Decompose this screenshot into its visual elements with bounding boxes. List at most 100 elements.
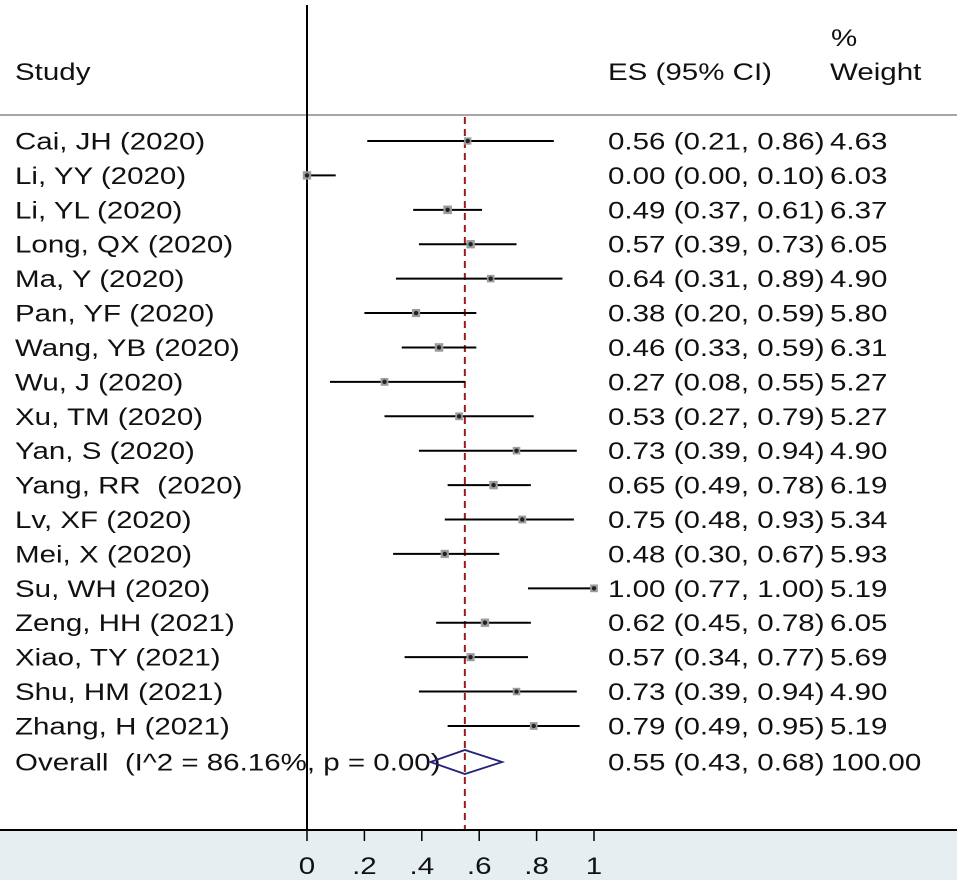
study-row: Xiao, TY (2021) 0.57 (0.34, 0.77) 5.69 xyxy=(15,644,887,671)
study-label: Yang, RR (2020) xyxy=(15,472,242,499)
weight-label: 4.90 xyxy=(830,266,887,293)
weight-label: 6.03 xyxy=(830,162,887,189)
es-marker-point xyxy=(514,689,519,694)
study-label: Long, QX (2020) xyxy=(15,231,233,258)
es-ci-label: 0.48 (0.30, 0.67) xyxy=(608,541,825,568)
study-row: Shu, HM (2021) 0.73 (0.39, 0.94) 4.90 xyxy=(15,679,887,706)
x-tick-label: 0 xyxy=(299,853,315,880)
overall-label: Overall (I^2 = 86.16%, p = 0.00) xyxy=(15,749,441,776)
es-marker-point xyxy=(520,517,525,522)
es-marker-point xyxy=(468,242,473,247)
header-study: Study xyxy=(15,59,91,86)
weight-label: 5.27 xyxy=(830,403,887,430)
es-marker-point xyxy=(482,620,488,625)
study-row: Ma, Y (2020) 0.64 (0.31, 0.89) 4.90 xyxy=(15,266,887,293)
weight-label: 5.80 xyxy=(830,300,887,327)
study-row: Yang, RR (2020) 0.65 (0.49, 0.78) 6.19 xyxy=(15,472,887,499)
es-ci-label: 0.56 (0.21, 0.86) xyxy=(608,128,825,155)
weight-label: 4.90 xyxy=(830,679,887,706)
x-axis: 0 .2 .4 .6 .8 1 xyxy=(0,829,957,880)
es-marker-point xyxy=(304,173,310,178)
es-ci-label: 0.46 (0.33, 0.59) xyxy=(608,335,825,362)
study-row: Wang, YB (2020) 0.46 (0.33, 0.59) 6.31 xyxy=(15,335,887,362)
study-label: Wang, YB (2020) xyxy=(15,335,240,362)
weight-label: 5.93 xyxy=(830,541,887,568)
study-row: Pan, YF (2020) 0.38 (0.20, 0.59) 5.80 xyxy=(15,300,887,327)
study-row: Yan, S (2020) 0.73 (0.39, 0.94) 4.90 xyxy=(15,438,887,465)
weight-label: 5.19 xyxy=(830,575,887,602)
study-label: Yan, S (2020) xyxy=(15,438,195,465)
study-label: Wu, J (2020) xyxy=(15,369,183,396)
study-label: Zeng, HH (2021) xyxy=(15,610,235,637)
study-label: Xiao, TY (2021) xyxy=(15,644,221,671)
es-ci-label: 0.27 (0.08, 0.55) xyxy=(608,369,825,396)
es-ci-label: 0.57 (0.34, 0.77) xyxy=(608,644,825,671)
weight-label: 5.19 xyxy=(830,713,887,740)
study-row: Long, QX (2020) 0.57 (0.39, 0.73) 6.05 xyxy=(15,231,887,258)
es-marker-point xyxy=(456,414,462,419)
study-row: Zeng, HH (2021) 0.62 (0.45, 0.78) 6.05 xyxy=(15,610,887,637)
es-marker-point xyxy=(442,551,447,557)
weight-label: 6.31 xyxy=(830,335,887,362)
x-tick-label: .4 xyxy=(409,853,434,880)
es-ci-label: 0.00 (0.00, 0.10) xyxy=(608,162,825,189)
study-rows: Cai, JH (2020) 0.56 (0.21, 0.86) 4.63 Li, Y… xyxy=(15,128,921,776)
weight-label: 6.05 xyxy=(830,231,887,258)
es-ci-label: 0.53 (0.27, 0.79) xyxy=(608,403,825,430)
weight-label: 4.63 xyxy=(830,128,887,155)
es-ci-label: 0.62 (0.45, 0.78) xyxy=(608,610,825,637)
study-row: Xu, TM (2020) 0.53 (0.27, 0.79) 5.27 xyxy=(15,403,887,430)
overall-weight-label: 100.00 xyxy=(831,749,921,776)
es-marker-point xyxy=(488,276,493,281)
header-weight-percent: % xyxy=(831,25,857,52)
weight-label: 6.19 xyxy=(830,472,887,499)
es-marker-point xyxy=(468,654,473,660)
es-marker-point xyxy=(436,345,442,350)
header-weight: Weight xyxy=(830,59,922,86)
study-label: Lv, XF (2020) xyxy=(15,507,192,534)
study-label: Xu, TM (2020) xyxy=(15,403,203,430)
header-es-ci: ES (95% CI) xyxy=(608,59,772,86)
es-marker-point xyxy=(591,586,597,591)
es-marker-point xyxy=(413,310,419,316)
study-row: Mei, X (2020) 0.48 (0.30, 0.67) 5.93 xyxy=(15,541,887,568)
weight-label: 6.05 xyxy=(830,610,887,637)
study-label: Zhang, H (2021) xyxy=(15,713,230,740)
study-label: Cai, JH (2020) xyxy=(15,128,205,155)
es-ci-label: 0.75 (0.48, 0.93) xyxy=(608,507,825,534)
es-marker-point xyxy=(445,207,450,213)
x-tick-label: 1 xyxy=(586,853,602,880)
study-row: Li, YL (2020) 0.49 (0.37, 0.61) 6.37 xyxy=(15,197,887,224)
study-row: Lv, XF (2020) 0.75 (0.48, 0.93) 5.34 xyxy=(15,507,887,534)
study-label: Ma, Y (2020) xyxy=(15,266,185,293)
es-ci-label: 0.57 (0.39, 0.73) xyxy=(608,231,825,258)
es-marker-point xyxy=(465,138,470,144)
study-label: Shu, HM (2021) xyxy=(15,679,223,706)
weight-label: 4.90 xyxy=(830,438,887,465)
study-row: Wu, J (2020) 0.27 (0.08, 0.55) 5.27 xyxy=(15,369,887,396)
study-row: Cai, JH (2020) 0.56 (0.21, 0.86) 4.63 xyxy=(15,128,887,155)
weight-label: 5.27 xyxy=(830,369,887,396)
es-ci-label: 0.64 (0.31, 0.89) xyxy=(608,266,825,293)
study-label: Pan, YF (2020) xyxy=(15,300,215,327)
reference-lines xyxy=(306,5,466,830)
es-ci-label: 1.00 (0.77, 1.00) xyxy=(608,575,825,602)
x-tick-label: .6 xyxy=(467,853,492,880)
study-label: Li, YY (2020) xyxy=(15,162,186,189)
weight-label: 5.69 xyxy=(830,644,887,671)
overall-diamond xyxy=(427,749,506,775)
study-label: Mei, X (2020) xyxy=(15,541,192,568)
study-label: Li, YL (2020) xyxy=(15,197,182,224)
es-ci-label: 0.73 (0.39, 0.94) xyxy=(608,679,825,706)
es-ci-label: 0.38 (0.20, 0.59) xyxy=(608,300,825,327)
es-marker-point xyxy=(514,448,519,453)
study-label: Su, WH (2020) xyxy=(15,575,210,602)
es-ci-label: 0.49 (0.37, 0.61) xyxy=(608,197,825,224)
es-marker-point xyxy=(491,482,496,488)
study-row: Su, WH (2020) 1.00 (0.77, 1.00) 5.19 xyxy=(15,575,887,602)
x-tick-label: .2 xyxy=(352,853,377,880)
es-marker-point xyxy=(531,723,536,729)
es-ci-label: 0.73 (0.39, 0.94) xyxy=(608,438,825,465)
overall-es-ci-label: 0.55 (0.43, 0.68) xyxy=(608,749,825,776)
